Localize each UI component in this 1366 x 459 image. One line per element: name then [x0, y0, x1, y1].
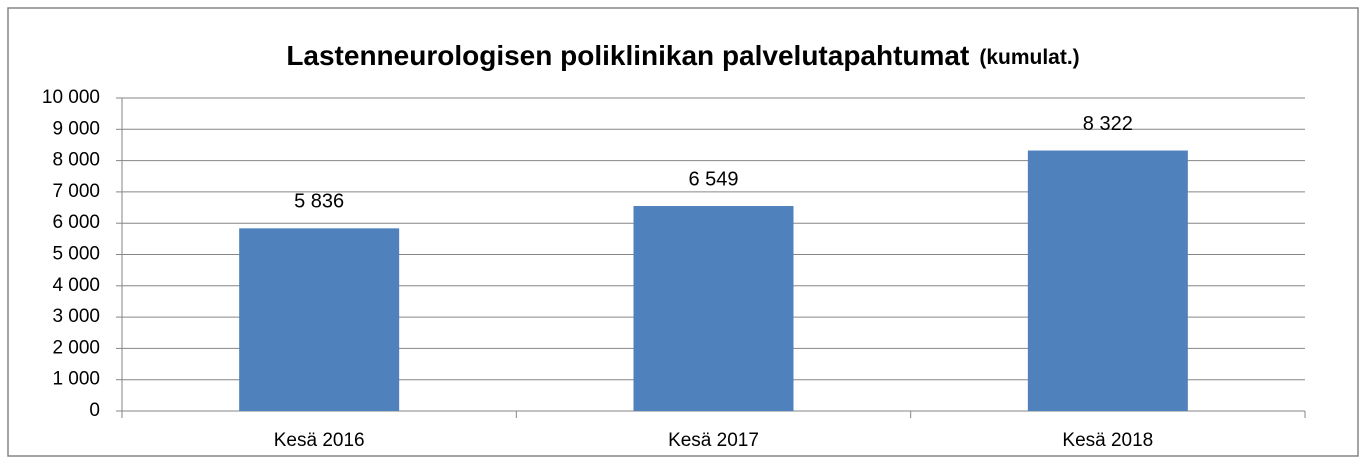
y-tick-label: 3 000: [52, 306, 100, 327]
y-tick-label: 7 000: [52, 181, 100, 202]
bar: [633, 206, 794, 411]
y-tick-label: 6 000: [52, 212, 100, 233]
x-tick-label: Kesä 2018: [1062, 430, 1153, 451]
y-tick-label: 10 000: [42, 87, 100, 108]
y-tick-label: 5 000: [52, 244, 100, 265]
x-tick-label: Kesä 2017: [668, 430, 759, 451]
chart-title-group: Lastenneurologisen poliklinikan palvelut…: [286, 40, 1079, 71]
chart-title: Lastenneurologisen poliklinikan palvelut…: [286, 40, 969, 71]
y-tick-label: 0: [89, 400, 100, 421]
y-tick-label: 8 000: [52, 150, 100, 171]
bar: [239, 228, 400, 411]
y-tick-label: 4 000: [52, 275, 100, 296]
chart-subtitle: (kumulat.): [979, 46, 1079, 69]
x-tick-label: Kesä 2016: [274, 430, 365, 451]
data-label: 6 549: [688, 168, 738, 190]
y-tick-label: 9 000: [52, 118, 100, 139]
y-tick-label: 1 000: [52, 369, 100, 390]
data-label: 5 836: [294, 191, 344, 213]
data-label: 8 322: [1083, 113, 1133, 135]
y-tick-label: 2 000: [52, 337, 100, 358]
bar: [1027, 150, 1188, 411]
